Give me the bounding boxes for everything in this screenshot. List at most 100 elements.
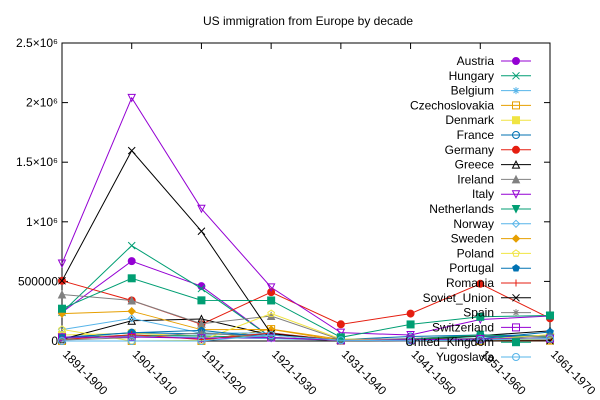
legend-marker-spain: [512, 309, 520, 317]
legend-label-norway: Norway: [453, 217, 494, 231]
data-point-italy: [57, 259, 67, 269]
series-united-kingdom: [58, 274, 554, 342]
legend-label-italy: Italy: [472, 187, 494, 201]
data-point-norway: [57, 325, 67, 334]
x-tick-label: 1961-1970: [548, 347, 599, 398]
y-tick-label: 0: [51, 334, 58, 348]
y-tick-label: 1.5×10⁶: [16, 155, 58, 169]
legend-marker-norway: [511, 219, 521, 229]
data-point-yugoslavia: [127, 337, 136, 345]
data-point-italy: [336, 328, 346, 338]
legend-marker-belgium: [512, 87, 520, 95]
x-tick-label: 1921-1930: [269, 347, 320, 398]
data-point-spain: [546, 332, 554, 340]
legend-marker-united-kingdom: [512, 338, 520, 347]
series-line-italy: [61, 96, 551, 336]
x-tick-label: 1901-1910: [130, 347, 181, 398]
data-point-united-kingdom: [58, 304, 66, 313]
legend-label-austria: Austria: [457, 54, 495, 68]
data-point-soviet-union: [197, 227, 206, 236]
legend-label-ireland: Ireland: [457, 172, 494, 186]
data-point-italy: [266, 283, 276, 292]
data-point-yugoslavia: [197, 337, 206, 345]
data-point-yugoslavia: [336, 336, 345, 345]
legend-marker-germany: [512, 145, 520, 154]
legend-marker-netherlands: [511, 205, 521, 214]
legend-marker-romania: [512, 279, 520, 287]
legend-label-soviet-union: Soviet_Union: [423, 291, 494, 305]
plot-area: [57, 93, 555, 345]
legend-label-czechoslovakia: Czechoslovakia: [410, 98, 494, 112]
legend-label-portugal: Portugal: [449, 261, 494, 275]
series-yugoslavia: [58, 331, 554, 345]
data-point-poland: [267, 309, 276, 317]
data-point-germany: [406, 309, 415, 318]
data-point-italy: [127, 93, 137, 103]
x-tick-label: 1891-1900: [60, 347, 111, 398]
legend-label-spain: Spain: [463, 306, 494, 320]
data-point-united-kingdom: [546, 311, 554, 320]
legend-label-yugoslavia: Yugoslavia: [436, 350, 494, 364]
x-tick-label: 1931-1940: [339, 347, 390, 398]
x-tick-label: 1911-1920: [199, 347, 249, 397]
legend-marker-switzerland: [512, 323, 520, 332]
data-point-united-kingdom: [336, 333, 345, 342]
y-tick-label: 1×10⁶: [26, 215, 58, 229]
y-tick-label: 2×10⁶: [26, 96, 58, 110]
data-point-sweden: [127, 306, 136, 316]
data-point-germany: [267, 288, 276, 297]
data-point-yugoslavia: [406, 336, 415, 345]
legend-label-germany: Germany: [445, 143, 494, 157]
data-point-italy: [406, 331, 415, 340]
legend-label-netherlands: Netherlands: [429, 202, 494, 216]
data-point-yugoslavia: [476, 335, 485, 344]
data-point-united-kingdom: [197, 296, 206, 305]
legend-label-romania: Romania: [446, 276, 494, 290]
data-point-poland: [58, 325, 66, 333]
legend-label-greece: Greece: [455, 158, 495, 172]
legend-marker-france: [512, 131, 520, 139]
series-line-united-kingdom: [61, 277, 551, 338]
data-point-soviet-union: [127, 146, 136, 155]
data-point-austria: [127, 257, 136, 266]
data-point-switzerland: [267, 333, 276, 342]
legend-marker-hungary: [512, 71, 520, 80]
legend-marker-denmark: [512, 116, 520, 125]
data-point-switzerland: [197, 334, 206, 343]
legend-marker-yugoslavia: [512, 353, 520, 361]
legend-label-sweden: Sweden: [451, 232, 494, 246]
legend-label-belgium: Belgium: [451, 84, 494, 98]
data-point-yugoslavia: [267, 331, 276, 340]
data-point-germany: [476, 279, 485, 288]
data-point-spain: [58, 336, 66, 344]
legend-marker-poland: [512, 249, 520, 257]
series-line-yugoslavia: [62, 334, 551, 342]
legend-marker-ireland: [511, 174, 521, 184]
data-point-ireland: [127, 295, 137, 305]
legend: AustriaHungaryBelgiumCzechoslovakiaDenma…: [405, 54, 531, 364]
legend-marker-portugal: [512, 264, 520, 272]
legend-marker-czechoslovakia: [512, 101, 520, 110]
data-point-united-kingdom: [127, 274, 136, 283]
data-point-soviet-union: [58, 276, 66, 285]
data-point-yugoslavia: [546, 334, 554, 343]
legend-marker-austria: [512, 57, 520, 65]
plot-frame: [61, 42, 551, 342]
legend-label-france: France: [457, 128, 495, 142]
series-line-switzerland: [61, 336, 551, 341]
data-point-hungary: [197, 284, 206, 293]
data-point-switzerland: [127, 332, 136, 341]
data-point-spain: [197, 329, 205, 337]
legend-label-denmark: Denmark: [445, 113, 495, 127]
data-point-hungary: [127, 241, 136, 250]
legend-marker-soviet-union: [512, 293, 520, 302]
y-tick-label: 2.5×10⁶: [16, 36, 58, 50]
data-point-united-kingdom: [267, 296, 276, 305]
data-point-united-kingdom: [476, 312, 485, 321]
legend-label-hungary: Hungary: [449, 69, 494, 83]
legend-label-switzerland: Switzerland: [432, 320, 494, 334]
data-point-italy: [197, 204, 206, 214]
legend-marker-greece: [511, 159, 521, 169]
legend-label-poland: Poland: [457, 246, 494, 260]
